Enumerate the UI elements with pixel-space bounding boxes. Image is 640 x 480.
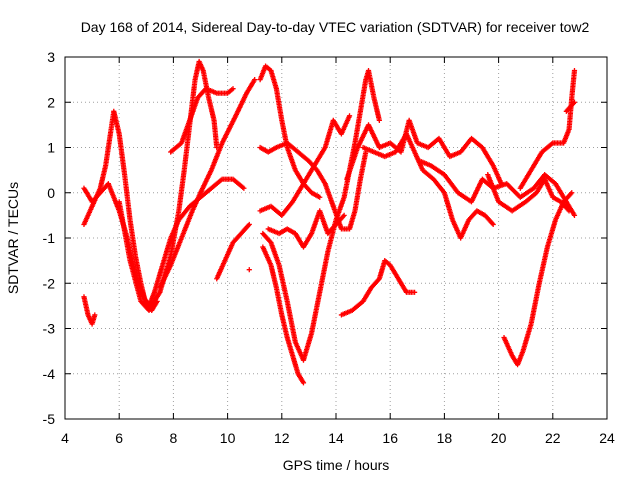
data-point-marker bbox=[230, 86, 236, 92]
series-track-8 bbox=[246, 267, 252, 273]
data-point-marker bbox=[569, 190, 575, 196]
series-track-13 bbox=[257, 113, 353, 218]
x-tick-label: 6 bbox=[115, 430, 123, 446]
y-axis-label: SDTVAR / TECUs bbox=[5, 182, 21, 294]
data-point-marker bbox=[317, 194, 323, 200]
data-point-marker bbox=[300, 380, 307, 386]
data-point-marker bbox=[571, 99, 578, 105]
series-track-6 bbox=[81, 294, 98, 327]
series-track-5 bbox=[157, 77, 258, 291]
y-tick-label: -3 bbox=[43, 321, 56, 337]
data-point-marker bbox=[92, 312, 98, 318]
series-track-7 bbox=[214, 221, 252, 282]
data-point-marker bbox=[346, 113, 353, 119]
x-tick-label: 8 bbox=[170, 430, 178, 446]
series-track-11 bbox=[260, 244, 307, 386]
y-tick-label: 3 bbox=[47, 49, 55, 65]
grid bbox=[65, 57, 607, 419]
y-tick-label: 2 bbox=[47, 94, 55, 110]
data-point-marker bbox=[571, 212, 578, 218]
series-track-2 bbox=[81, 108, 160, 313]
series-track-21 bbox=[517, 67, 578, 191]
y-tick-label: 0 bbox=[47, 185, 55, 201]
series-track-14 bbox=[265, 208, 347, 250]
series-track-10 bbox=[257, 140, 369, 232]
x-tick-label: 10 bbox=[220, 430, 236, 446]
data-point-marker bbox=[566, 208, 572, 214]
data-point-marker bbox=[490, 221, 496, 228]
data-point-marker bbox=[252, 77, 258, 83]
x-tick-label: 16 bbox=[382, 430, 398, 446]
data-point-marker bbox=[246, 267, 252, 273]
series-track-20 bbox=[501, 190, 575, 368]
y-tick-label: -2 bbox=[43, 275, 56, 291]
data-marks bbox=[81, 58, 578, 386]
series-track-15 bbox=[338, 258, 418, 318]
data-point-marker bbox=[241, 185, 247, 191]
data-point-marker bbox=[411, 289, 418, 295]
series-track-16 bbox=[344, 117, 504, 187]
series-track-1 bbox=[81, 176, 247, 309]
x-tick-label: 22 bbox=[545, 430, 561, 446]
series-track-9 bbox=[257, 63, 323, 200]
x-tick-label: 18 bbox=[437, 430, 453, 446]
y-tick-label: -5 bbox=[43, 411, 56, 427]
x-tick-label: 14 bbox=[328, 430, 344, 446]
data-point-marker bbox=[246, 221, 252, 228]
y-tick-label: -1 bbox=[43, 230, 56, 246]
data-point-marker bbox=[571, 67, 578, 74]
x-tick-label: 4 bbox=[61, 430, 69, 446]
x-axis-label: GPS time / hours bbox=[283, 457, 390, 473]
x-tick-label: 12 bbox=[274, 430, 290, 446]
series-track-19 bbox=[485, 172, 572, 214]
series-track-22 bbox=[563, 99, 578, 114]
data-point-marker bbox=[376, 117, 382, 123]
series-track-4 bbox=[168, 86, 236, 155]
y-tick-label: -4 bbox=[43, 366, 56, 382]
chart-title: Day 168 of 2014, Sidereal Day-to-day VTE… bbox=[81, 19, 590, 35]
series-track-18 bbox=[417, 158, 578, 218]
y-tick-label: 1 bbox=[47, 140, 55, 156]
x-tick-label: 20 bbox=[491, 430, 507, 446]
x-tick-label: 24 bbox=[599, 430, 615, 446]
data-point-marker bbox=[341, 212, 347, 218]
